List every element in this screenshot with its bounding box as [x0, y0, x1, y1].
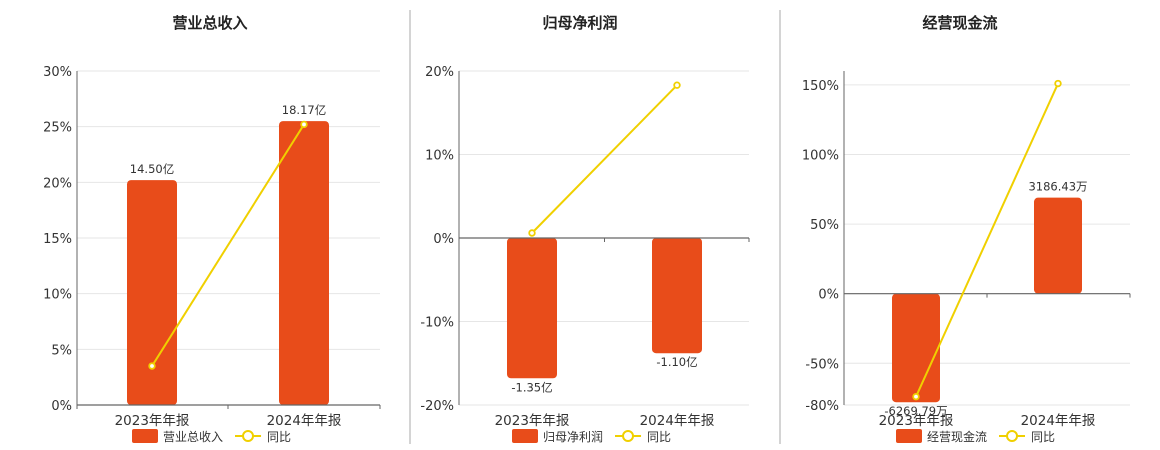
legend-bar-label: 归母净利润 [543, 430, 603, 444]
bar-data-label: -1.10亿 [656, 355, 697, 369]
bar-2 [652, 238, 702, 354]
bar-data-label: -6269.79万 [884, 404, 947, 418]
y-tick-label: 25% [43, 121, 72, 136]
x-category-label: 2024年年报 [640, 413, 715, 429]
bar-2 [1034, 197, 1082, 294]
bar-data-label: 14.50亿 [130, 162, 174, 176]
bar-1 [127, 180, 177, 405]
bar-1 [892, 293, 940, 403]
legend-line-marker [242, 430, 255, 442]
x-category-label: 2024年年报 [1021, 413, 1096, 429]
bar-2 [279, 121, 329, 405]
bar-data-label: 18.17亿 [282, 103, 326, 117]
bar-data-label: 3186.43万 [1028, 180, 1087, 194]
legend-bar-label: 营业总收入 [163, 430, 223, 444]
legend: 营业总收入 同比 [132, 429, 291, 444]
bar-data-label: -1.35亿 [511, 380, 552, 394]
legend-line-label: 同比 [267, 430, 291, 444]
y-tick-label: -50% [805, 357, 839, 372]
legend-bar-swatch [896, 429, 922, 443]
chart-title: 经营现金流 [922, 14, 997, 32]
legend-bar-label: 经营现金流 [927, 429, 987, 444]
chart-panel-2: 归母净利润 -20% -10% 0% 10% 20% -1.35亿 -1.10亿 2023年年报… [420, 14, 750, 444]
legend-line-label: 同比 [1031, 430, 1055, 444]
chart-panel-1: 营业总收入 0% 5% 10% 15% 20% 25% 30% 14.50亿 18.17亿 2023… [43, 14, 381, 444]
y-tick-label: 150% [802, 79, 839, 94]
y-tick-label: 20% [425, 65, 454, 80]
line-point [912, 392, 920, 401]
legend-bar-swatch [132, 429, 158, 443]
line-series-yoy [151, 123, 305, 367]
line-series-yoy [915, 83, 1059, 398]
line-point [1054, 79, 1062, 88]
line-point [148, 362, 156, 370]
y-tick-label: 10% [425, 149, 454, 164]
y-tick-label: 30% [43, 65, 72, 80]
y-tick-label: 100% [802, 149, 839, 164]
legend: 经营现金流 同比 [896, 429, 1055, 444]
line-point [673, 81, 681, 89]
chart-title: 营业总收入 [172, 14, 247, 32]
line-point [528, 229, 536, 237]
y-tick-label: -80% [805, 399, 839, 414]
y-tick-label: 15% [43, 232, 72, 247]
chart-panel-3: 经营现金流 -80% -50% 0% 50% 100% 150% -6269.79万 3186.… [802, 14, 1131, 444]
legend-line-label: 同比 [647, 430, 671, 444]
legend: 归母净利润 同比 [512, 429, 671, 444]
y-tick-label: -20% [420, 399, 454, 414]
x-category-label: 2023年年报 [115, 413, 190, 429]
y-tick-label: 50% [810, 218, 839, 233]
x-category-label: 2024年年报 [267, 413, 342, 429]
legend-line-marker [622, 430, 635, 442]
legend-line-marker [1006, 430, 1019, 442]
legend-bar-swatch [512, 429, 538, 443]
chart-title: 归母净利润 [542, 14, 617, 32]
line-point [300, 120, 308, 129]
y-tick-label: 10% [43, 288, 72, 303]
y-tick-label: 0% [51, 399, 72, 414]
x-category-label: 2023年年报 [879, 413, 954, 429]
y-tick-label: 20% [43, 176, 72, 191]
x-category-label: 2023年年报 [495, 413, 570, 429]
y-tick-label: 0% [433, 232, 454, 247]
y-tick-label: 0% [818, 288, 839, 303]
y-tick-label: 5% [51, 343, 72, 358]
bar-1 [507, 238, 557, 379]
y-tick-label: -10% [420, 316, 454, 331]
line-series-yoy [531, 84, 678, 234]
